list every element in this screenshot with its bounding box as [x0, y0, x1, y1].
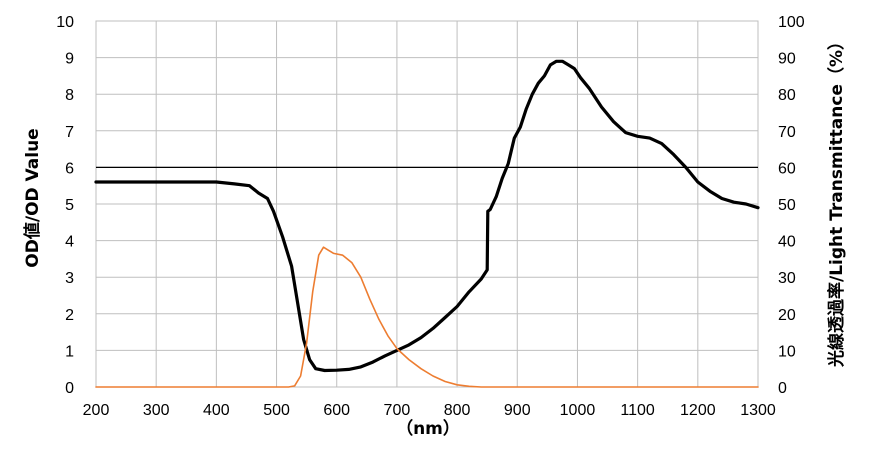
x-tick-label: 1200 — [680, 402, 716, 419]
y-right-tick-label: 90 — [778, 51, 796, 68]
series-line-od — [94, 59, 760, 373]
x-tick-label: 900 — [504, 402, 531, 419]
y-left-tick-label: 1 — [65, 343, 74, 360]
x-tick-label: 700 — [384, 402, 411, 419]
x-tick-label: 1000 — [560, 402, 596, 419]
y-right-tick-label: 20 — [778, 307, 796, 324]
y-left-tick-label: 6 — [65, 160, 74, 177]
x-tick-label: 200 — [83, 402, 110, 419]
plot-area-border — [95, 20, 759, 388]
x-tick-label: 300 — [143, 402, 170, 419]
series-line-transmittance — [95, 246, 759, 388]
y-axis-left-title: OD値/OD Value — [22, 128, 43, 267]
y-right-tick-label: 0 — [778, 380, 787, 397]
y-left-tick-label: 9 — [65, 51, 74, 68]
x-tick-label: 1100 — [620, 402, 655, 419]
y-right-tick-label: 50 — [778, 197, 796, 214]
series-layer — [94, 59, 760, 388]
x-tick-label: 800 — [444, 402, 471, 419]
y-right-tick-label: 30 — [778, 270, 796, 287]
y-left-tick-label: 4 — [65, 234, 74, 251]
y-right-tick-label: 70 — [778, 124, 796, 141]
y-right-tick-label: 40 — [778, 234, 796, 251]
x-tick-label: 400 — [203, 402, 230, 419]
y-right-tick-label: 100 — [778, 14, 805, 31]
y-axis-right-title: 光線透過率/Light Transmittance（%） — [826, 33, 847, 368]
x-tick-label: 500 — [263, 402, 290, 419]
y-left-tick-label: 8 — [65, 87, 74, 104]
grid — [95, 20, 759, 388]
y-left-tick-label: 5 — [65, 197, 74, 214]
x-tick-label: 1300 — [740, 402, 776, 419]
tick-labels: 200 300 400 500 600 700 800 900 1000 1100 1200 1300… — [56, 14, 805, 419]
y-left-tick-label: 2 — [65, 307, 74, 324]
y-left-tick-label: 3 — [65, 270, 74, 287]
x-tick-label: 600 — [323, 402, 350, 419]
y-left-tick-label: 10 — [56, 14, 74, 31]
y-left-tick-label: 7 — [65, 124, 74, 141]
y-right-tick-label: 80 — [778, 87, 796, 104]
x-axis-title: （nm） — [396, 418, 460, 439]
y-left-tick-label: 0 — [65, 380, 74, 397]
y-right-tick-label: 10 — [778, 343, 796, 360]
y-right-tick-label: 60 — [778, 160, 796, 177]
